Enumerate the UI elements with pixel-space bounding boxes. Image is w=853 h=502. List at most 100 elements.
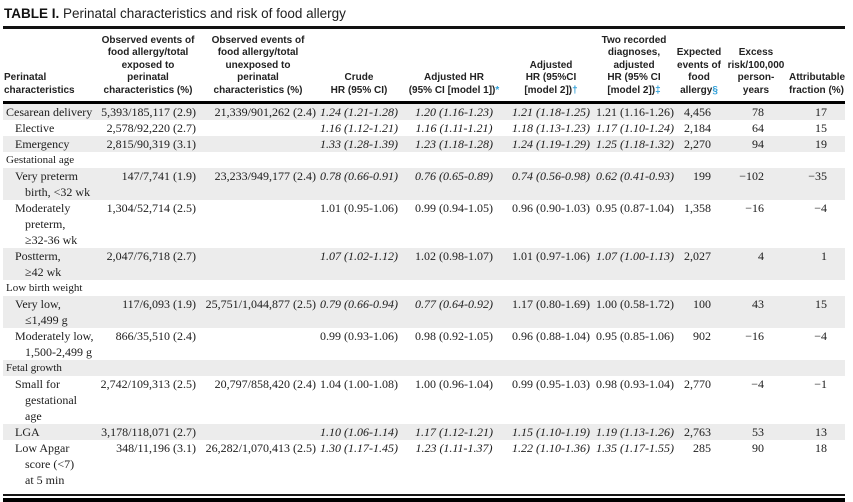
cell-expected-events: 1,358 [684, 201, 711, 215]
cell-observed-unexposed [198, 152, 318, 168]
cell-two-recorded-adjusted-hr [594, 280, 674, 296]
cell-crude-hr: 1.30 (1.17-1.45) [320, 441, 398, 455]
header-line: adjusted [613, 59, 655, 71]
cell-expected-events: 2,763 [684, 425, 711, 439]
cell-adjusted-hr-model1: 1.23 (1.11-1.37) [415, 441, 493, 455]
table-row: Elective 2,578/92,220 (2.7) 1.16 (1.12-1.2… [3, 120, 845, 136]
header-line: perinatal [237, 72, 279, 83]
row-label-cell: Moderately preterm, ≥32-36 wk [3, 200, 98, 248]
cell-crude-hr: 1.04 (1.00-1.08) [320, 377, 398, 391]
header-line: characteristics [4, 84, 75, 96]
cell-expected-events: 2,184 [684, 121, 711, 135]
cell-adjusted-hr-model2: 0.99 (0.95-1.03) [512, 377, 590, 391]
row-label-line: ≥32-36 wk [25, 233, 78, 247]
table-row: Postterm, ≥42 wk 2,047/76,718 (2.7) 1.07 (1… [3, 248, 845, 280]
cell-adjusted-hr-model2 [508, 280, 594, 296]
cell-observed-unexposed [198, 328, 318, 360]
column-header-attributable-fraction: Attributable fraction (%) [788, 29, 845, 103]
row-label: Emergency [5, 136, 96, 152]
header-line: Observed events of [101, 34, 195, 46]
table-row: Low Apgar score (<7) at 5 min 348/11,196 (3… [3, 440, 845, 488]
cell-observed-exposed: 2,742/109,313 (2.5) [100, 377, 196, 391]
table-row: Emergency 2,815/90,319 (3.1) 1.33 (1.28-1.… [3, 136, 845, 152]
row-label: Gestational age [5, 152, 96, 168]
cell-adjusted-hr-model1: 1.00 (0.96-1.04) [415, 377, 493, 391]
cell-observed-unexposed [198, 360, 318, 376]
cell-expected-events: 2,027 [684, 249, 711, 263]
cell-crude-hr [318, 152, 400, 168]
cell-excess-risk: −102 [739, 169, 764, 183]
header-line: Perinatal [4, 72, 47, 83]
header-line: Two recorded [601, 34, 667, 46]
cell-excess-risk [724, 280, 788, 296]
row-label-line: Moderately low, [15, 329, 94, 343]
row-label-line: Cesarean delivery [6, 105, 93, 119]
header-line: characteristics (%) [103, 84, 193, 96]
column-header-crude-hr: Crude HR (95% CI) [318, 29, 400, 103]
cell-crude-hr: 1.01 (0.95-1.06) [320, 201, 398, 215]
row-label-cell: Fetal growth [3, 360, 98, 376]
cell-observed-exposed [98, 152, 198, 168]
cell-adjusted-hr-model2: 1.18 (1.13-1.23) [512, 121, 590, 135]
column-header-two-recorded-adjusted-hr: Two recorded diagnoses, adjusted HR (95% CI… [594, 29, 674, 103]
header-line: unexposed to [225, 59, 291, 71]
cell-two-recorded-adjusted-hr: 0.95 (0.87-1.04) [596, 201, 674, 215]
cell-observed-unexposed [198, 200, 318, 248]
header-line: events of [677, 59, 721, 71]
cell-two-recorded-adjusted-hr: 1.00 (0.58-1.72) [596, 297, 674, 311]
cell-excess-risk [724, 152, 788, 168]
row-label-line: Moderately [15, 201, 71, 215]
row-label-line: at 5 min [25, 473, 65, 487]
row-label: Moderately low, 1,500-2,499 g [5, 328, 96, 360]
row-label-cell: Postterm, ≥42 wk [3, 248, 98, 280]
header-line: HR (95%CI [525, 72, 577, 83]
cell-crude-hr: 0.99 (0.93-1.06) [320, 329, 398, 343]
cell-expected-events: 902 [693, 329, 711, 343]
cell-expected-events [674, 360, 724, 376]
row-label: Cesarean delivery [5, 104, 96, 120]
cell-adjusted-hr-model1: 1.20 (1.16-1.23) [415, 105, 493, 119]
cell-crude-hr: 1.24 (1.21-1.28) [320, 105, 398, 119]
row-label-line: ≥42 wk [25, 265, 62, 279]
cell-crude-hr: 0.78 (0.66-0.91) [320, 169, 398, 183]
table-row: Very low, ≤1,499 g 117/6,093 (1.9) 25,751/1… [3, 296, 845, 328]
column-header-expected-events: Expected events of food allergy§ [674, 29, 724, 103]
cell-crude-hr: 0.79 (0.66-0.94) [320, 297, 398, 311]
cell-adjusted-hr-model1: 0.76 (0.65-0.89) [415, 169, 493, 183]
row-label-line: Gestational age [6, 154, 75, 166]
cell-observed-exposed [98, 280, 198, 296]
cell-crude-hr: 1.07 (1.02-1.12) [320, 249, 398, 263]
row-label-cell: Very low, ≤1,499 g [3, 296, 98, 328]
header-line: food allergy/total [107, 47, 189, 58]
cell-excess-risk: 43 [752, 297, 764, 311]
row-label: Moderately preterm, ≥32-36 wk [5, 200, 96, 248]
cell-adjusted-hr-model2: 0.96 (0.88-1.04) [512, 329, 590, 343]
row-label-cell: LGA [3, 424, 98, 440]
cell-adjusted-hr-model1 [400, 360, 508, 376]
row-label-line: LGA [15, 425, 40, 439]
cell-expected-events: 199 [693, 169, 711, 183]
header-line: allergy [680, 84, 713, 96]
cell-adjusted-hr-model1: 0.77 (0.64-0.92) [415, 297, 493, 311]
table-row: Moderately preterm, ≥32-36 wk 1,304/52,714 … [3, 200, 845, 248]
cell-adjusted-hr-model2: 1.24 (1.19-1.29) [512, 137, 590, 151]
cell-excess-risk: −4 [751, 377, 764, 391]
cell-observed-exposed: 147/7,741 (1.9) [121, 169, 196, 183]
title-rule [3, 26, 845, 29]
cell-two-recorded-adjusted-hr: 1.07 (1.00-1.13) [596, 249, 674, 263]
row-label: LGA [5, 424, 96, 440]
cell-crude-hr: 1.16 (1.12-1.21) [320, 121, 398, 135]
cell-adjusted-hr-model1: 0.99 (0.94-1.05) [415, 201, 493, 215]
row-label-cell: Emergency [3, 136, 98, 152]
table-caption: Perinatal characteristics and risk of fo… [63, 6, 346, 21]
column-header-adjusted-hr-model1: Adjusted HR (95% CI [model 1])* [400, 29, 508, 103]
row-label-line: Emergency [15, 137, 70, 151]
cell-attributable-fraction: 1 [821, 249, 827, 263]
footnote-mark-icon: ‡ [655, 84, 661, 96]
cell-crude-hr [318, 360, 400, 376]
table-body: Cesarean delivery 5,393/185,117 (2.9) 21,3… [3, 102, 845, 489]
header-line: Expected [676, 47, 722, 58]
cell-excess-risk: 78 [752, 105, 764, 119]
cell-adjusted-hr-model1: 1.16 (1.11-1.21) [415, 121, 493, 135]
cell-attributable-fraction: −4 [814, 201, 827, 215]
